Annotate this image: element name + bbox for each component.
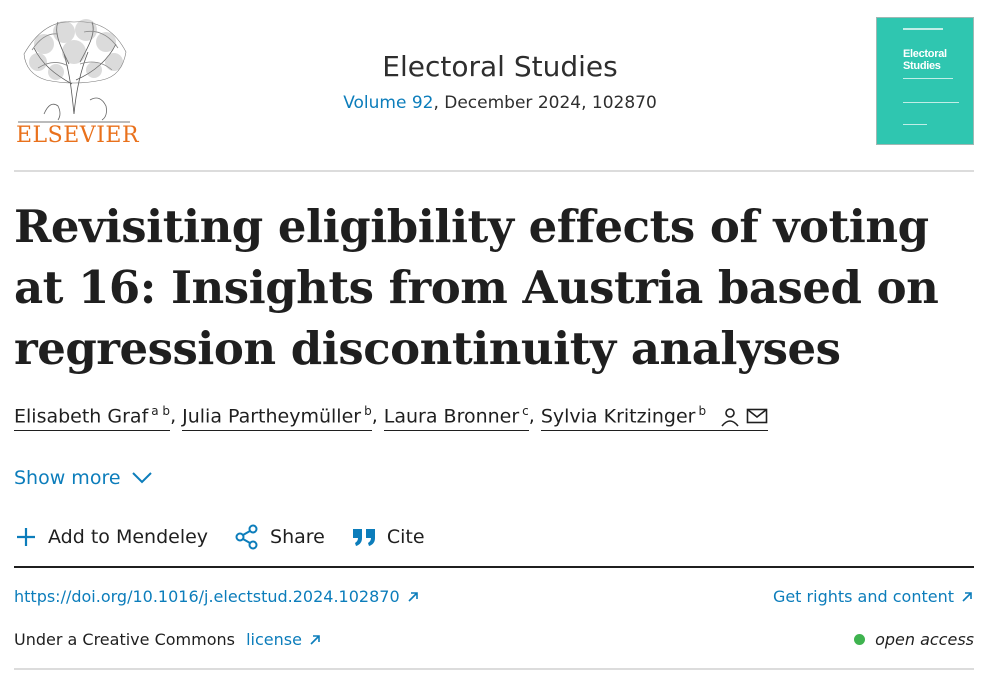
cover-title: Electoral Studies [903, 48, 947, 72]
show-more-button[interactable]: Show more [14, 467, 153, 489]
person-icon [721, 408, 739, 427]
open-access-label: open access [875, 630, 974, 649]
author-link-corresponding[interactable]: Sylvia Kritzinger b [540, 404, 769, 432]
author-list: Elisabeth Graf a b, Julia Partheymüller b,… [14, 404, 769, 432]
mail-icon [746, 408, 768, 424]
external-link-icon [962, 591, 972, 602]
add-to-mendeley-button[interactable]: Add to Mendeley [14, 525, 208, 549]
open-access-dot-icon [854, 634, 866, 645]
get-rights-link[interactable]: Get rights and content [773, 587, 974, 606]
issue-details: , December 2024, 102870 [433, 93, 657, 113]
journal-cover[interactable]: Electoral Studies [876, 17, 974, 145]
share-label: Share [270, 526, 325, 548]
volume-link[interactable]: Volume 92 [343, 93, 434, 113]
plus-icon [17, 528, 35, 546]
article-title: Revisiting eligibility effects of voting… [14, 200, 939, 375]
add-to-mendeley-label: Add to Mendeley [48, 526, 209, 548]
license-prefix: Under a Creative Commons [14, 630, 241, 649]
show-more-label: Show more [14, 467, 121, 489]
actions-divider [14, 566, 974, 568]
journal-issue: Volume 92, December 2024, 102870 [250, 93, 750, 113]
external-link-icon [310, 634, 320, 645]
article-actions: Add to Mendeley Share Cite [14, 524, 451, 550]
elsevier-tree-icon[interactable] [14, 14, 134, 148]
open-access-badge: open access [854, 630, 974, 649]
cite-label: Cite [386, 526, 425, 548]
license-link[interactable]: license [246, 630, 302, 649]
share-button[interactable]: Share [234, 524, 325, 550]
header-divider [14, 170, 974, 172]
publisher-name: ELSEVIER [16, 123, 140, 148]
quote-icon [352, 529, 375, 546]
share-icon [235, 524, 258, 550]
doi-url: https://doi.org/10.1016/j.electstud.2024… [14, 587, 400, 606]
chevron-down-icon [131, 472, 152, 484]
cite-button[interactable]: Cite [351, 526, 425, 548]
license-info: Under a Creative Commons license [14, 630, 322, 649]
doi-link[interactable]: https://doi.org/10.1016/j.electstud.2024… [14, 587, 420, 606]
get-rights-label: Get rights and content [772, 587, 954, 606]
author-link[interactable]: Elisabeth Graf a b [14, 404, 171, 432]
journal-header: ELSEVIER Electoral Studies Volume 92, De… [0, 0, 1000, 170]
external-link-icon [408, 591, 418, 602]
journal-title[interactable]: Electoral Studies [382, 50, 618, 83]
author-link[interactable]: Laura Bronner c [383, 404, 529, 432]
journal-info: Electoral Studies Volume 92, December 20… [250, 50, 750, 113]
author-link[interactable]: Julia Partheymüller b [182, 404, 372, 432]
footer-divider [14, 668, 974, 670]
